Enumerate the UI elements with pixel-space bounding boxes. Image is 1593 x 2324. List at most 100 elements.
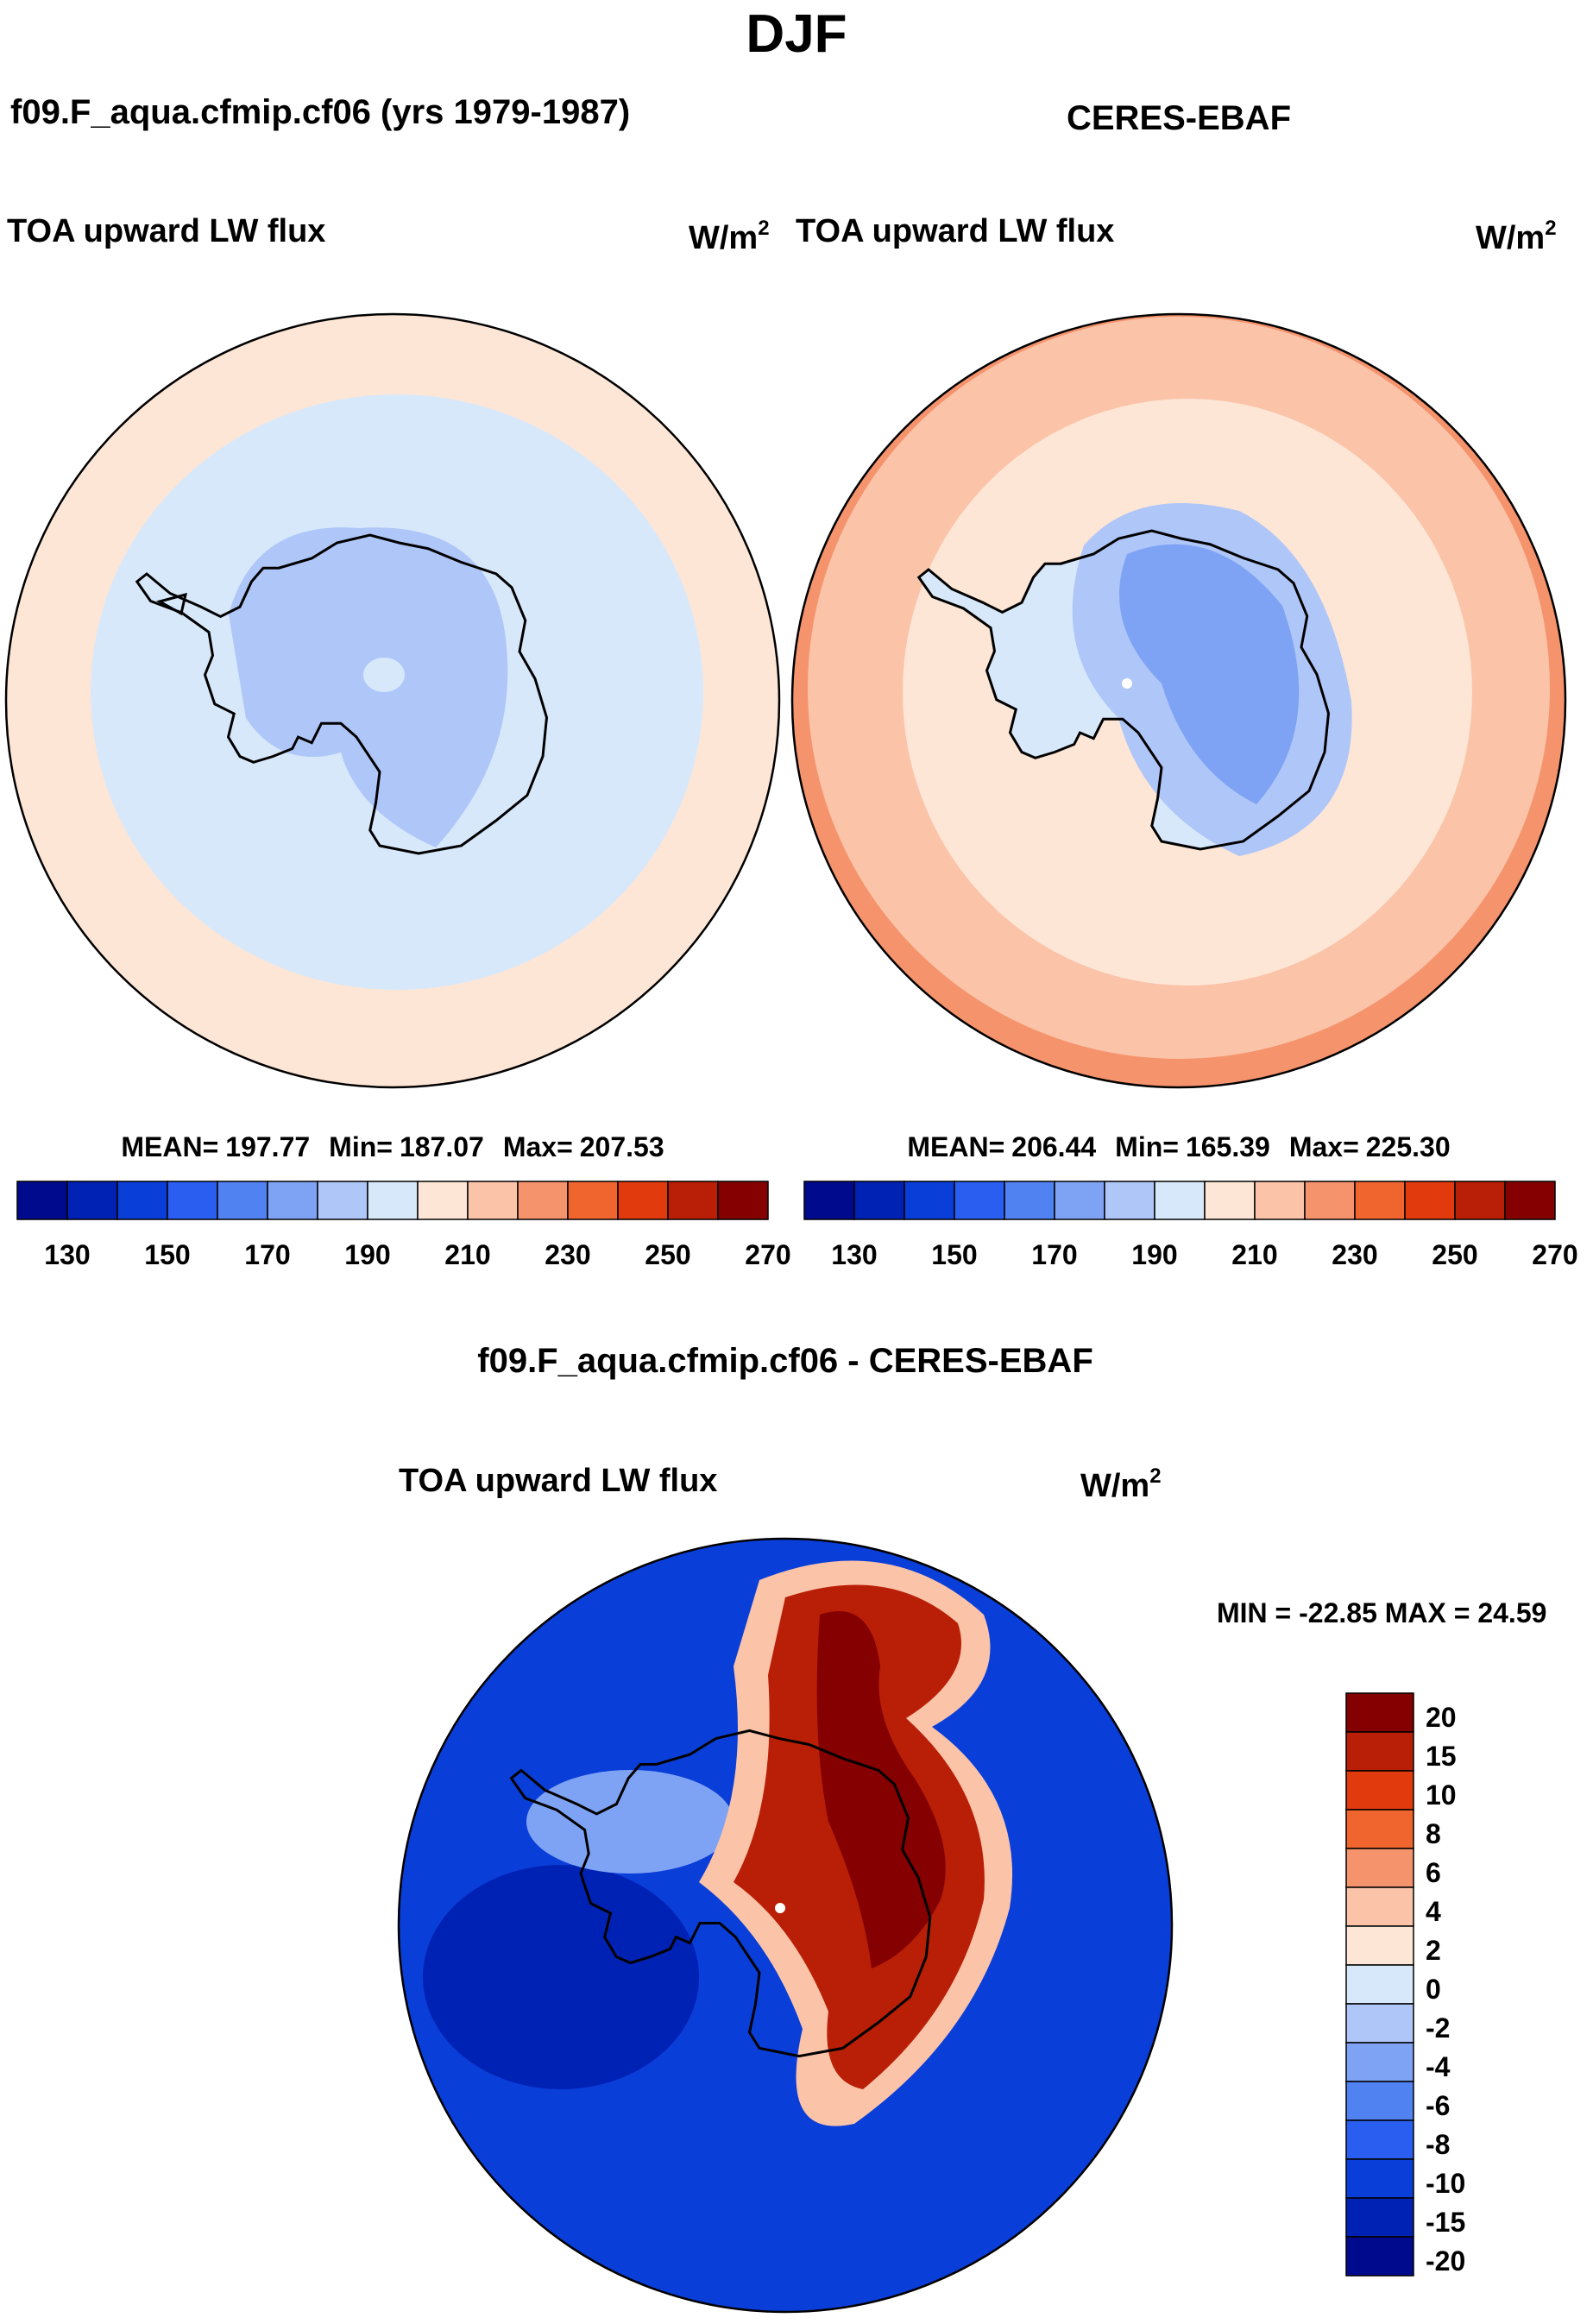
colorbar-tick-label: 20 bbox=[1426, 1702, 1457, 1733]
field-plateau-core bbox=[816, 1611, 946, 1968]
colorbar-obs: 130 150 170 190 210 230 250 270 bbox=[803, 1181, 1578, 1270]
south-pole-marker bbox=[775, 1903, 785, 1913]
colorbar-box bbox=[16, 1181, 68, 1220]
colorbar-box bbox=[317, 1181, 368, 1220]
south-pole-marker bbox=[1122, 678, 1132, 689]
colorbar-box bbox=[167, 1181, 218, 1220]
colorbar-tick-label: -4 bbox=[1426, 2051, 1451, 2082]
colorbar-box bbox=[667, 1181, 719, 1220]
colorbar-tick-label: 170 bbox=[1031, 1239, 1077, 1270]
colorbar-tick-label: 0 bbox=[1426, 1974, 1441, 2005]
colorbar-tick-label: 190 bbox=[1131, 1239, 1177, 1270]
colorbar-tick-label: -6 bbox=[1426, 2090, 1450, 2121]
panel-diff-units: W/m2 bbox=[1080, 1464, 1162, 1504]
colorbar-tick-label: 230 bbox=[1332, 1239, 1377, 1270]
panel-model-title: f09.F_aqua.cfmip.cf06 (yrs 1979-1987) bbox=[10, 93, 630, 131]
colorbar-box bbox=[1345, 1731, 1414, 1772]
panel-model-variable: TOA upward LW flux bbox=[7, 213, 325, 249]
colorbar-box bbox=[1345, 2042, 1414, 2082]
colorbar-box bbox=[1345, 2197, 1414, 2238]
colorbar-box bbox=[1054, 1181, 1105, 1220]
panel-diff-stats: MIN = -22.85 MAX = 24.59 bbox=[1217, 1597, 1546, 1628]
colorbar-box bbox=[1345, 1809, 1414, 1849]
figure-title: DJF bbox=[746, 4, 847, 64]
colorbar-box bbox=[1454, 1181, 1506, 1220]
colorbar-tick-label: 270 bbox=[1532, 1239, 1577, 1270]
colorbar-box bbox=[1204, 1181, 1256, 1220]
coastline-island bbox=[156, 592, 188, 616]
colorbar-box bbox=[1104, 1181, 1155, 1220]
colorbar-box bbox=[66, 1181, 118, 1220]
field-plateau-core bbox=[363, 658, 405, 692]
colorbar-box bbox=[1345, 2081, 1414, 2121]
colorbar-tick-label: 230 bbox=[545, 1239, 590, 1270]
map-model bbox=[6, 314, 779, 1087]
map-diff bbox=[399, 1539, 1172, 2312]
colorbar-box bbox=[467, 1181, 519, 1220]
panel-obs-stats: MEAN= 206.44 Min= 165.39 Max= 225.30 bbox=[907, 1131, 1450, 1162]
colorbar-box bbox=[717, 1181, 769, 1220]
panel-model: f09.F_aqua.cfmip.cf06 (yrs 1979-1987) TO… bbox=[4, 93, 791, 1270]
colorbar-tick-label: 170 bbox=[244, 1239, 290, 1270]
field-ice-sheet bbox=[229, 527, 508, 847]
colorbar-box bbox=[517, 1181, 569, 1220]
colorbar-box bbox=[1354, 1181, 1406, 1220]
colorbar-tick-label: 150 bbox=[931, 1239, 977, 1270]
field-plateau-core bbox=[1185, 571, 1267, 744]
colorbar-tick-label: 190 bbox=[344, 1239, 390, 1270]
colorbar-tick-label: 270 bbox=[745, 1239, 790, 1270]
colorbar-box bbox=[954, 1181, 1005, 1220]
colorbar-box bbox=[853, 1181, 905, 1220]
colorbar-tick-label: 2 bbox=[1426, 1935, 1441, 1966]
panel-obs-units: W/m2 bbox=[1476, 217, 1557, 256]
colorbar-tick-label: -10 bbox=[1426, 2168, 1465, 2199]
colorbar-box bbox=[1254, 1181, 1306, 1220]
panel-model-units: W/m2 bbox=[689, 217, 770, 256]
map-obs-border bbox=[790, 312, 1567, 1089]
colorbar-box bbox=[1345, 1848, 1414, 1888]
colorbar-box bbox=[1345, 2236, 1414, 2277]
colorbar-box bbox=[1304, 1181, 1356, 1220]
colorbar-box bbox=[267, 1181, 318, 1220]
colorbar-tick-label: 210 bbox=[1231, 1239, 1277, 1270]
colorbar-box bbox=[1345, 1964, 1414, 2005]
colorbar-tick-label: -20 bbox=[1426, 2245, 1465, 2277]
colorbar-box bbox=[1345, 1692, 1414, 1733]
colorbar-tick-label: 250 bbox=[1432, 1239, 1477, 1270]
colorbar-box bbox=[1345, 2119, 1414, 2160]
colorbar-box bbox=[1504, 1181, 1556, 1220]
colorbar-tick-label: 8 bbox=[1426, 1818, 1441, 1849]
colorbar-box bbox=[1404, 1181, 1456, 1220]
colorbar-box bbox=[217, 1181, 268, 1220]
colorbar-box bbox=[1004, 1181, 1055, 1220]
colorbar-tick-label: 4 bbox=[1426, 1896, 1441, 1927]
colorbar-box bbox=[567, 1181, 619, 1220]
panel-obs: CERES-EBAF TOA upward LW flux W/m2 MEAN=… bbox=[790, 99, 1578, 1270]
colorbar-tick-label: 15 bbox=[1426, 1741, 1457, 1772]
colorbar-box bbox=[1345, 2158, 1414, 2199]
colorbar-tick-label: -8 bbox=[1426, 2129, 1450, 2160]
colorbar-tick-label: 130 bbox=[44, 1239, 90, 1270]
panel-obs-title: CERES-EBAF bbox=[1067, 99, 1291, 137]
colorbar-tick-label: 150 bbox=[144, 1239, 190, 1270]
colorbar-box bbox=[1345, 1925, 1414, 1966]
field-west-coast bbox=[526, 1770, 734, 1874]
colorbar-box bbox=[367, 1181, 419, 1220]
colorbar-box bbox=[116, 1181, 168, 1220]
colorbar-model: 130 150 170 190 210 230 250 270 bbox=[16, 1181, 791, 1270]
colorbar-box bbox=[617, 1181, 669, 1220]
panel-diff-title: f09.F_aqua.cfmip.cf06 - CERES-EBAF bbox=[477, 1342, 1093, 1380]
colorbar-tick-label: 6 bbox=[1426, 1857, 1441, 1888]
panel-diff-variable: TOA upward LW flux bbox=[399, 1463, 717, 1499]
colorbar-box bbox=[1345, 1770, 1414, 1811]
colorbar-box bbox=[417, 1181, 469, 1220]
map-obs bbox=[792, 314, 1565, 1087]
colorbar-box bbox=[803, 1181, 855, 1220]
colorbar-tick-label: 10 bbox=[1426, 1779, 1457, 1811]
colorbar-tick-label: -2 bbox=[1426, 2012, 1450, 2044]
colorbar-box bbox=[1345, 1886, 1414, 1927]
colorbar-tick-label: -15 bbox=[1426, 2207, 1465, 2238]
panel-model-stats: MEAN= 197.77 Min= 187.07 Max= 207.53 bbox=[121, 1131, 664, 1162]
